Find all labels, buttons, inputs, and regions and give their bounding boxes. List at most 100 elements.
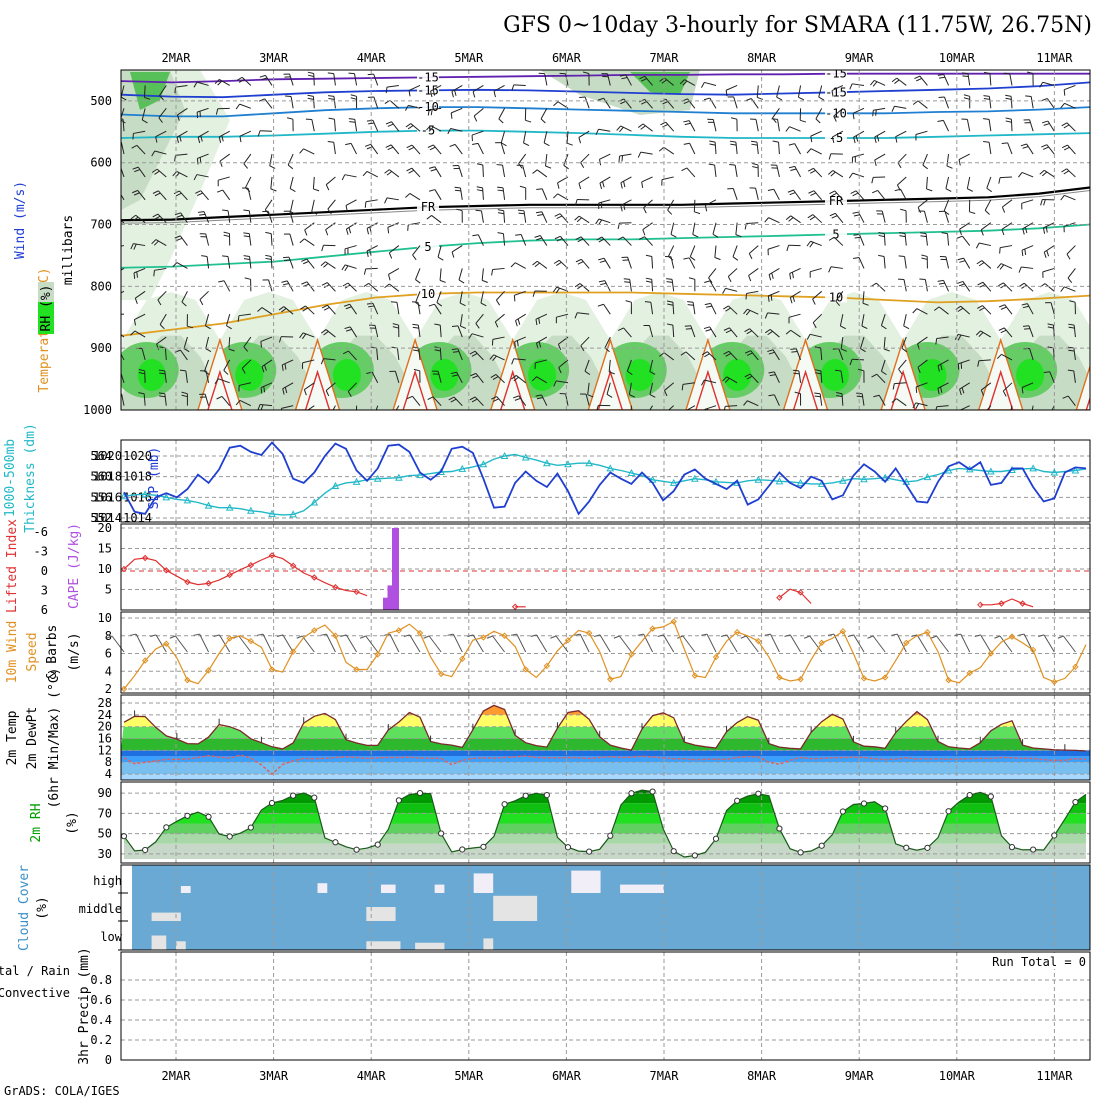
rh-core-moist xyxy=(332,359,361,391)
wind-barb-feather xyxy=(133,319,137,326)
wind-barb-feather xyxy=(848,172,854,179)
wind-barb-feather xyxy=(366,302,373,305)
wind-speed-marker xyxy=(670,618,677,625)
wind-barb-feather xyxy=(221,135,224,142)
wind-barb-feather xyxy=(768,274,772,281)
wind-barb-staff xyxy=(482,187,484,200)
wind-barb-feather xyxy=(979,284,986,288)
wind-barb xyxy=(808,190,823,201)
wind-barb-feather xyxy=(222,209,229,212)
slp-thickness-panel: 5525565605641014101610181020101410161018… xyxy=(3,423,1091,533)
wind-barb-feather xyxy=(789,273,792,280)
wind-barb xyxy=(406,144,421,155)
wind-barb-feather xyxy=(238,78,245,83)
wind-barb-feather xyxy=(385,87,388,94)
wind-barb xyxy=(898,359,907,375)
wind-barb-feather xyxy=(498,118,504,124)
cloud-block xyxy=(317,883,328,893)
wind-barb-staff xyxy=(412,395,421,406)
wind-barb-staff xyxy=(121,334,125,338)
wind-barb-feather xyxy=(767,330,773,336)
wind-barb xyxy=(490,374,505,384)
wind-barb-staff xyxy=(1044,169,1055,178)
cloud-row-label: low xyxy=(100,930,122,944)
wind-barb xyxy=(366,302,379,315)
wind-barb-staff xyxy=(578,176,590,184)
wind-barb xyxy=(744,328,759,338)
wind-barb xyxy=(807,167,823,178)
wind-barb-feather xyxy=(427,109,430,116)
wind-barb xyxy=(496,164,506,178)
isotherm-label: -5 xyxy=(421,124,435,138)
wind-barb xyxy=(437,245,444,261)
wind-barb-feather xyxy=(501,142,507,147)
rh-marker xyxy=(226,833,233,840)
wind-barb xyxy=(531,376,548,384)
wind-barb-feather xyxy=(849,83,853,90)
wind-barb-feather xyxy=(290,211,297,215)
wind-barb-staff xyxy=(177,107,188,116)
wind-barb-staff xyxy=(218,634,231,653)
wind-barb-feather xyxy=(405,123,412,128)
wind-barb-feather xyxy=(470,372,477,377)
wind-barb-feather xyxy=(1068,349,1075,352)
wind-speed-marker xyxy=(628,651,635,658)
wind-barb-staff xyxy=(1001,222,1013,230)
wind-barb-feather xyxy=(144,96,151,100)
wind-barb-staff xyxy=(333,96,336,109)
wind-barb xyxy=(307,71,315,86)
wind-barb xyxy=(1021,303,1034,315)
wind-barb xyxy=(849,358,865,366)
wind-barb-staff xyxy=(540,108,548,120)
wind-barb-staff xyxy=(323,358,336,361)
wind-barb-staff xyxy=(999,635,1013,653)
wind-barb-staff xyxy=(684,79,696,86)
wind-barb-staff xyxy=(290,199,294,212)
wind-barb xyxy=(472,142,484,155)
wind-barb-staff xyxy=(1002,199,1013,208)
wind-barb-feather xyxy=(680,351,687,356)
wind-barb-feather xyxy=(785,215,792,221)
wind-barb-feather xyxy=(768,371,775,374)
wind-barb-feather xyxy=(978,332,984,337)
wind-barb-feather xyxy=(790,348,797,350)
wind-barb-feather xyxy=(136,271,138,278)
wind-barb xyxy=(764,217,780,224)
wind-barb-feather xyxy=(174,212,181,216)
rh-marker xyxy=(522,792,529,799)
rh-marker xyxy=(459,846,466,853)
wind-barb-staff xyxy=(185,370,188,383)
wind-barb xyxy=(347,382,357,397)
wind-barb-staff xyxy=(709,97,717,109)
rh-legend-swatch-light xyxy=(38,282,54,302)
wind-barb-feather xyxy=(1060,195,1065,201)
wind-barb xyxy=(1010,405,1013,410)
wind-barb-feather xyxy=(243,235,250,238)
isotherm-label-bg xyxy=(417,198,439,213)
wind-barb-staff xyxy=(812,313,823,324)
isotherm-line xyxy=(121,106,1090,118)
wind-barb xyxy=(366,119,379,132)
wind-barb-feather xyxy=(450,371,457,375)
thickness-marker xyxy=(839,476,847,484)
wind-barb xyxy=(243,232,252,246)
wind-barb-feather xyxy=(751,140,758,143)
wind-barb-feather xyxy=(899,235,906,238)
wind-barb xyxy=(998,176,1013,184)
wind-barb xyxy=(606,382,613,398)
wind-barb-staff xyxy=(121,108,125,120)
wind-barb xyxy=(133,267,146,279)
wind-barb-feather xyxy=(199,299,204,306)
wind-barb xyxy=(199,393,210,406)
wind-barb-feather xyxy=(705,328,712,332)
wind-barb-staff xyxy=(366,222,378,229)
wind-barb xyxy=(812,290,823,305)
wind-barb-feather xyxy=(941,232,948,235)
wind-barb-feather xyxy=(434,323,441,326)
wind-barb xyxy=(296,635,315,653)
wind-barb xyxy=(243,153,252,169)
cape-tick-label: 10 xyxy=(98,562,112,576)
wind-barb xyxy=(1005,94,1013,109)
wind-barb-feather xyxy=(257,130,261,137)
